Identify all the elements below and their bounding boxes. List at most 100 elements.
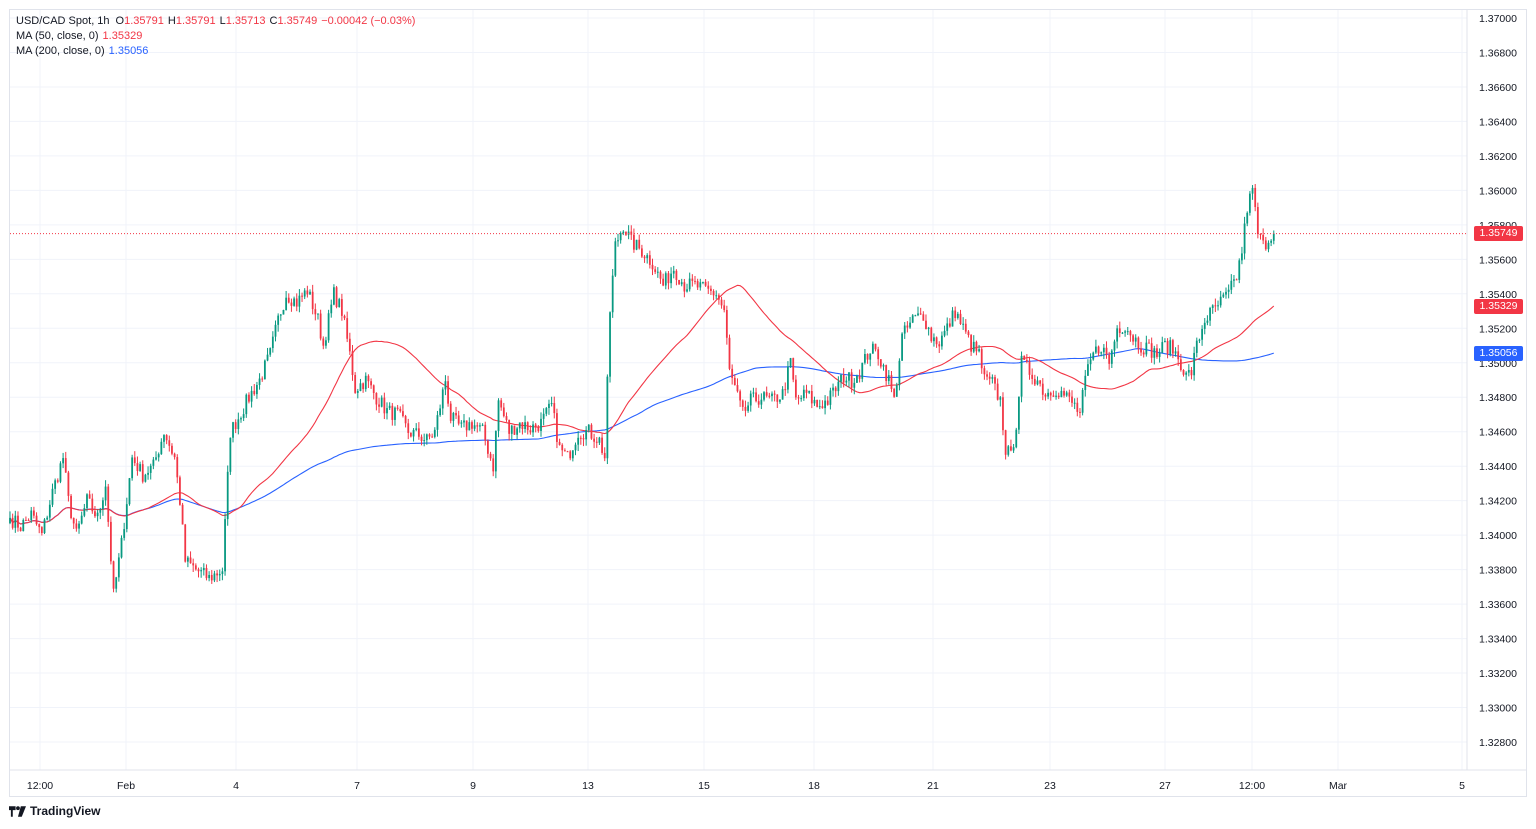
candle-body (933, 337, 935, 342)
symbol-label[interactable]: USD/CAD Spot, 1h (16, 15, 110, 27)
low-value: 1.35713 (225, 15, 266, 27)
y-tick-label: 1.32800 (1479, 737, 1517, 749)
candle-body (1140, 348, 1142, 353)
candle-body (1044, 394, 1047, 397)
candle-body (856, 375, 858, 383)
candle-body (176, 457, 179, 478)
candle-body (622, 231, 625, 234)
candle-body (1094, 346, 1097, 353)
candle-body (1238, 260, 1241, 280)
candle-body (1110, 350, 1113, 364)
candle-body (1057, 395, 1060, 398)
low-value-group: L1.35713 (220, 14, 266, 29)
candle-body (1108, 354, 1111, 364)
legend-ma50-row[interactable]: MA (50, close, 0) 1.35329 (16, 29, 415, 44)
candle-body (205, 567, 208, 579)
candle-body (1113, 341, 1116, 351)
candle-body (1118, 328, 1121, 334)
candle-body (508, 419, 511, 434)
candle-body (935, 337, 938, 345)
candle-body (133, 457, 136, 464)
candle-body (941, 335, 943, 347)
candle-body (492, 458, 495, 472)
candle-body (425, 434, 428, 441)
candle-body (391, 405, 394, 420)
ma50-line-layer (9, 284, 1275, 525)
legend-ma200-row[interactable]: MA (200, close, 0) 1.35056 (16, 44, 415, 59)
candle-body (603, 452, 606, 459)
candle-body (765, 392, 768, 396)
candle-body (375, 392, 378, 405)
candle-body (943, 330, 946, 336)
candle-body (194, 565, 197, 570)
candle-body (991, 377, 994, 379)
candle-body (32, 510, 35, 516)
candle-body (861, 362, 864, 379)
candle-body (67, 472, 70, 496)
candle-body (720, 299, 723, 306)
y-axis[interactable]: 1.37000 1.36800 1.36600 1.36400 1.36200 1.360… (10, 10, 1527, 771)
chart-frame[interactable] (9, 9, 1527, 797)
candle-body (1023, 355, 1026, 360)
candle-body (529, 430, 532, 433)
candle-body (208, 575, 211, 579)
candle-body (678, 279, 680, 285)
candle-body (670, 273, 672, 284)
candle-body (11, 517, 14, 528)
candle-body (733, 377, 736, 386)
candle-body (1214, 305, 1217, 307)
candle-body (412, 429, 415, 437)
candle-body (402, 411, 404, 417)
candle-body (810, 391, 813, 404)
candle-body (364, 375, 367, 390)
candle-body (287, 297, 290, 303)
candle-body (1031, 374, 1034, 379)
tradingview-logo[interactable]: TradingView (9, 804, 100, 818)
candle-body (1256, 207, 1259, 234)
candle-body (240, 418, 242, 420)
candle-body (781, 389, 784, 400)
candle-body (1270, 240, 1273, 243)
candle-body (540, 418, 542, 431)
candle-body (542, 413, 545, 419)
candle-body (362, 383, 365, 390)
candle-body (1002, 397, 1004, 431)
candle-body (186, 557, 189, 562)
candle-body (1028, 361, 1031, 375)
candle-body (964, 323, 967, 332)
candle-body (651, 264, 654, 270)
candle-body (123, 529, 126, 538)
candle-body (1219, 296, 1222, 306)
candle-body (744, 406, 747, 411)
candle-body (986, 374, 988, 377)
candle-body (513, 425, 516, 435)
candle-body (537, 426, 540, 431)
x-tick-label: 7 (354, 780, 360, 792)
candle-body (1132, 335, 1134, 342)
candle-body (94, 511, 96, 517)
candle-body (1079, 411, 1081, 413)
candle-body (534, 424, 537, 427)
candle-body (821, 406, 824, 409)
y-tick-label: 1.34600 (1479, 427, 1517, 439)
ma200-price-tag: 1.35056 (1474, 345, 1523, 361)
candle-body (1041, 383, 1044, 395)
candle-body (1068, 392, 1071, 397)
open-value-group: O1.35791 (116, 14, 164, 29)
candle-body (563, 450, 566, 452)
candle-body (702, 281, 704, 283)
x-axis[interactable]: 12:00 Feb 4 7 9 13 15 18 21 23 27 12:00 Mar 5 (27, 780, 1465, 792)
candle-body (80, 515, 83, 524)
candle-body (242, 414, 245, 419)
candle-body (1071, 396, 1073, 403)
candle-body (125, 504, 128, 530)
candle-body (1166, 340, 1169, 355)
candle-body (1241, 253, 1243, 261)
candle-body (1158, 352, 1161, 357)
ma50-line (9, 284, 1275, 525)
candle-body (91, 498, 94, 512)
candle-body (959, 313, 962, 324)
candle-body (802, 389, 805, 399)
candle-body (794, 379, 797, 398)
